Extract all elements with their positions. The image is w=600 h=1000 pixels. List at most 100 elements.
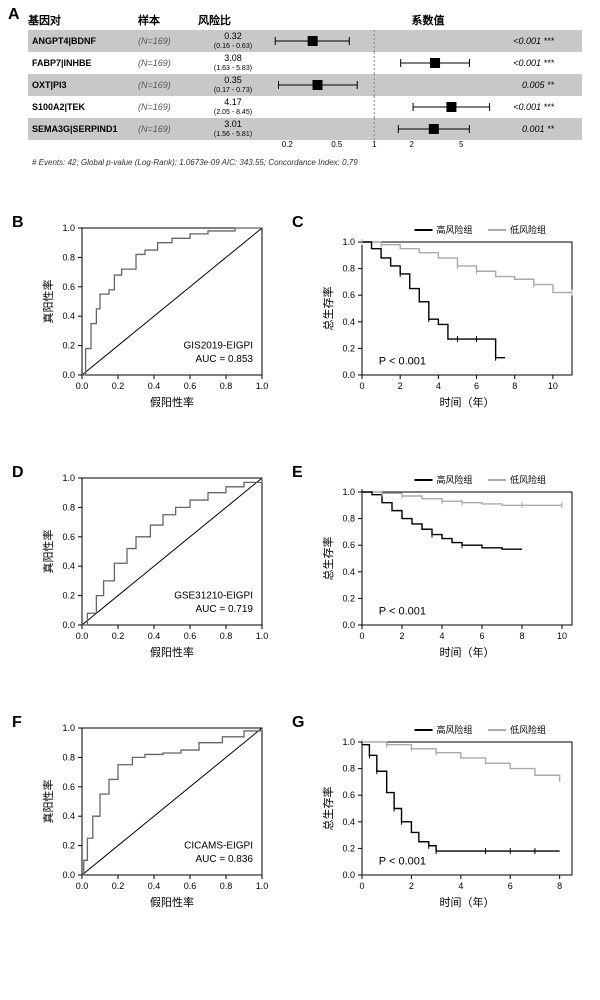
forest-tick: 5 xyxy=(459,140,463,149)
panel-label-g: G xyxy=(292,714,304,732)
svg-text:真阳性率: 真阳性率 xyxy=(41,280,55,324)
svg-text:0: 0 xyxy=(359,381,364,391)
svg-text:1.0: 1.0 xyxy=(256,631,269,641)
forest-tick: 0.5 xyxy=(331,140,342,149)
svg-text:真阳性率: 真阳性率 xyxy=(41,780,55,824)
header-coef: 系数值 xyxy=(338,12,518,28)
svg-text:0.8: 0.8 xyxy=(342,264,355,274)
svg-text:4: 4 xyxy=(439,631,444,641)
header-hr: 风险比 xyxy=(198,12,268,28)
forest-row: OXT|PI3 (N=169) 0.35(0.17 - 0.73) 0.005 … xyxy=(28,74,582,96)
sample-n: (N=169) xyxy=(138,102,198,112)
svg-text:0.4: 0.4 xyxy=(148,381,161,391)
forest-tick: 1 xyxy=(372,140,376,149)
figure-container: A 基因对 样本 风险比 系数值 ANGPT4|BDNF (N=169) 0.3… xyxy=(0,0,600,1000)
svg-text:总生存率: 总生存率 xyxy=(321,537,335,581)
panel-label-d: D xyxy=(12,464,24,482)
svg-text:0.6: 0.6 xyxy=(184,881,197,891)
km-chart-c: C02468100.00.20.40.60.81.0高风险组低风险组时间（年）总… xyxy=(320,220,580,410)
svg-text:0.2: 0.2 xyxy=(342,843,355,853)
svg-text:4: 4 xyxy=(436,381,441,391)
svg-text:1.0: 1.0 xyxy=(342,237,355,247)
km-chart-e: E02468100.00.20.40.60.81.0高风险组低风险组时间（年）总… xyxy=(320,470,580,660)
svg-text:P < 0.001: P < 0.001 xyxy=(379,855,426,867)
svg-text:0.6: 0.6 xyxy=(342,290,355,300)
hazard-ratio: 0.35(0.17 - 0.73) xyxy=(198,76,268,94)
forest-footer: # Events: 42; Global p-value (Log-Rank):… xyxy=(28,156,582,169)
svg-text:0.2: 0.2 xyxy=(342,343,355,353)
svg-text:6: 6 xyxy=(474,381,479,391)
hazard-ratio: 4.17(2.05 - 8.45) xyxy=(198,98,268,116)
svg-text:8: 8 xyxy=(557,881,562,891)
svg-text:0.0: 0.0 xyxy=(62,620,75,630)
forest-tick: 2 xyxy=(409,140,413,149)
svg-text:0.8: 0.8 xyxy=(62,252,75,262)
svg-text:0.4: 0.4 xyxy=(62,561,75,571)
svg-text:AUC = 0.836: AUC = 0.836 xyxy=(195,854,253,865)
svg-text:0.6: 0.6 xyxy=(62,282,75,292)
svg-text:总生存率: 总生存率 xyxy=(321,787,335,831)
svg-text:0.2: 0.2 xyxy=(62,841,75,851)
svg-text:0.2: 0.2 xyxy=(62,591,75,601)
svg-text:1.0: 1.0 xyxy=(62,473,75,483)
p-value: <0.001 *** xyxy=(493,58,558,68)
sample-n: (N=169) xyxy=(138,36,198,46)
svg-text:0.4: 0.4 xyxy=(342,567,355,577)
panel-label-e: E xyxy=(292,464,303,482)
svg-text:0.0: 0.0 xyxy=(76,631,89,641)
forest-row: S100A2|TEK (N=169) 4.17(2.05 - 8.45) <0.… xyxy=(28,96,582,118)
svg-text:0.6: 0.6 xyxy=(62,532,75,542)
svg-text:2: 2 xyxy=(398,381,403,391)
svg-text:6: 6 xyxy=(508,881,513,891)
svg-text:低风险组: 低风险组 xyxy=(510,474,546,485)
forest-tick: 0.2 xyxy=(282,140,293,149)
forest-axis: 0.2 0.5 1 2 5 xyxy=(268,140,493,156)
svg-text:0.8: 0.8 xyxy=(220,631,233,641)
panel-label-a: A xyxy=(8,6,20,24)
svg-text:0.0: 0.0 xyxy=(62,870,75,880)
forest-marker xyxy=(268,30,493,52)
forest-header: 基因对 样本 风险比 系数值 xyxy=(28,10,582,30)
svg-text:AUC = 0.719: AUC = 0.719 xyxy=(195,604,253,615)
forest-marker xyxy=(268,74,493,96)
svg-text:P < 0.001: P < 0.001 xyxy=(379,355,426,367)
hazard-ratio: 3.08(1.63 - 5.83) xyxy=(198,54,268,72)
forest-row: FABP7|INHBE (N=169) 3.08(1.63 - 5.83) <0… xyxy=(28,52,582,74)
gene-pair: FABP7|INHBE xyxy=(28,58,138,68)
svg-text:8: 8 xyxy=(512,381,517,391)
gene-pair: OXT|PI3 xyxy=(28,80,138,90)
forest-row: SEMA3G|SERPIND1 (N=169) 3.01(1.56 - 5.81… xyxy=(28,118,582,140)
svg-text:0.6: 0.6 xyxy=(342,790,355,800)
svg-text:0.4: 0.4 xyxy=(342,817,355,827)
svg-text:1.0: 1.0 xyxy=(62,723,75,733)
panel-label-f: F xyxy=(12,714,22,732)
svg-text:10: 10 xyxy=(548,381,558,391)
svg-text:1.0: 1.0 xyxy=(62,223,75,233)
svg-text:高风险组: 高风险组 xyxy=(437,224,473,235)
svg-text:0.2: 0.2 xyxy=(112,631,125,641)
header-gene: 基因对 xyxy=(28,12,138,28)
svg-text:1.0: 1.0 xyxy=(342,487,355,497)
svg-text:0: 0 xyxy=(359,881,364,891)
forest-marker xyxy=(268,52,493,74)
forest-marker xyxy=(268,118,493,140)
svg-text:0.4: 0.4 xyxy=(148,881,161,891)
svg-text:P < 0.001: P < 0.001 xyxy=(379,605,426,617)
svg-text:0.2: 0.2 xyxy=(112,381,125,391)
svg-text:CICAMS-EIGPI: CICAMS-EIGPI xyxy=(184,841,253,852)
hazard-ratio: 3.01(1.56 - 5.81) xyxy=(198,120,268,138)
svg-text:0.2: 0.2 xyxy=(62,341,75,351)
svg-text:1.0: 1.0 xyxy=(256,381,269,391)
svg-text:0.8: 0.8 xyxy=(220,381,233,391)
svg-text:0.2: 0.2 xyxy=(112,881,125,891)
gene-pair: SEMA3G|SERPIND1 xyxy=(28,124,138,134)
header-sample: 样本 xyxy=(138,12,198,28)
roc-chart-f: F0.00.00.20.20.40.40.60.60.80.81.01.0假阳性… xyxy=(40,720,270,910)
svg-text:4: 4 xyxy=(458,881,463,891)
p-value: 0.001 ** xyxy=(493,124,558,134)
svg-text:低风险组: 低风险组 xyxy=(510,224,546,235)
svg-text:0.8: 0.8 xyxy=(62,502,75,512)
svg-text:0.8: 0.8 xyxy=(220,881,233,891)
svg-text:0.4: 0.4 xyxy=(62,311,75,321)
hazard-ratio: 0.32(0.16 - 0.63) xyxy=(198,32,268,50)
